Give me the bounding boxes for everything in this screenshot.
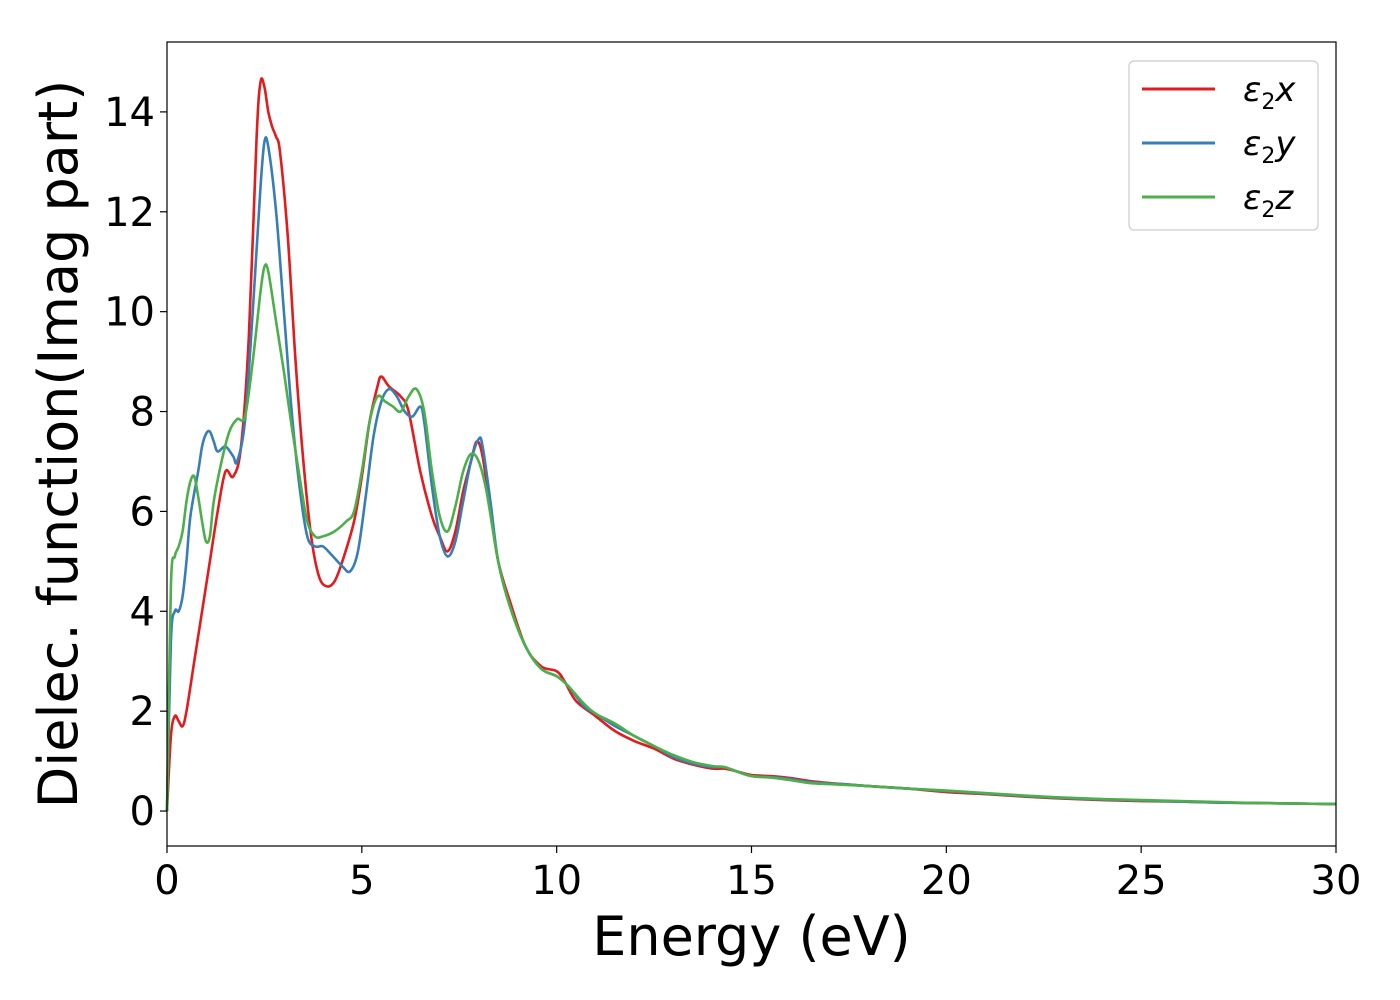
y-tick-label: 12: [104, 190, 155, 236]
x-tick-label: 15: [726, 858, 777, 904]
y-axis: 0 2 4 6 8 10 12 14: [104, 90, 167, 835]
y-tick-label: 14: [104, 90, 155, 136]
x-tick-label: 30: [1311, 858, 1362, 904]
x-tick-label: 25: [1116, 858, 1167, 904]
y-tick-label: 2: [130, 689, 155, 735]
legend: ε2x ε2y ε2z: [1128, 60, 1319, 231]
x-axis-title: Energy (eV): [592, 905, 911, 968]
legend-frame: [1128, 60, 1319, 231]
x-tick-label: 10: [531, 858, 582, 904]
series-line-z: [165, 263, 1337, 812]
x-tick-label: 0: [154, 858, 179, 904]
y-tick-label: 10: [104, 290, 155, 336]
legend-label-z: ε2z: [1243, 178, 1294, 223]
legend-label-x: ε2x: [1243, 70, 1296, 115]
x-tick-label: 20: [921, 858, 972, 904]
legend-label-y: ε2y: [1243, 124, 1296, 169]
x-axis: 0 5 10 15 20 25 30: [154, 846, 1361, 904]
y-axis-title: Dielec. function(Imag part): [27, 80, 90, 809]
y-tick-label: 8: [130, 390, 155, 436]
y-tick-label: 6: [130, 489, 155, 535]
series-layer: [165, 77, 1337, 812]
y-tick-label: 0: [130, 789, 155, 835]
y-tick-label: 4: [130, 589, 155, 635]
x-tick-label: 5: [349, 858, 374, 904]
